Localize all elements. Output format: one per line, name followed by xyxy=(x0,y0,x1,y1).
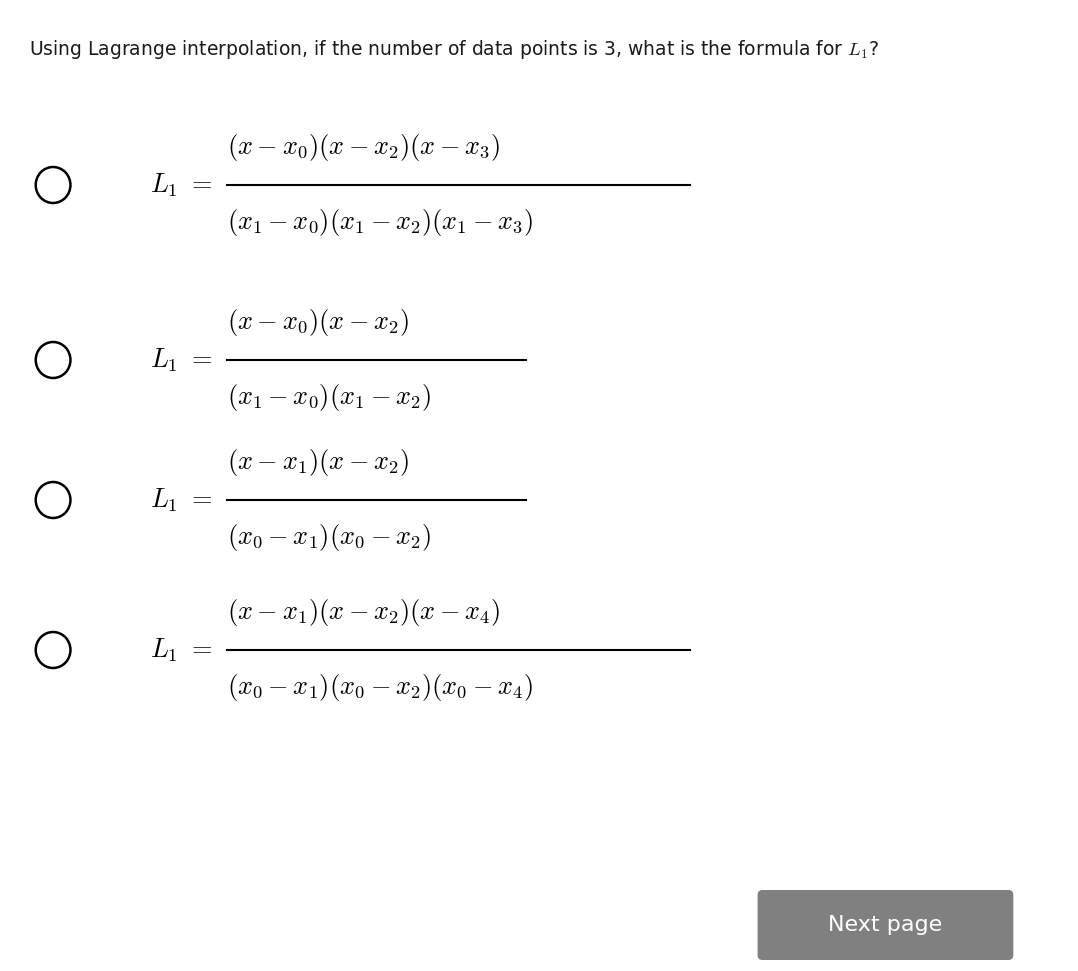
Text: $(x-x_0)(x-x_2)$: $(x-x_0)(x-x_2)$ xyxy=(226,307,409,338)
Text: $\mathit{L}_1\ =$: $\mathit{L}_1\ =$ xyxy=(150,486,212,514)
Text: $(x-x_1)(x-x_2)$: $(x-x_1)(x-x_2)$ xyxy=(226,447,409,478)
Text: Using Lagrange interpolation, if the number of data points is 3, what is the for: Using Lagrange interpolation, if the num… xyxy=(29,38,879,61)
Text: $\mathit{L}_1\ =$: $\mathit{L}_1\ =$ xyxy=(150,347,212,374)
Text: $(x_1-x_0)(x_1-x_2)(x_1-x_3)$: $(x_1-x_0)(x_1-x_2)(x_1-x_3)$ xyxy=(226,207,533,238)
FancyBboxPatch shape xyxy=(758,890,1013,960)
Text: $(x_0-x_1)(x_0-x_2)$: $(x_0-x_1)(x_0-x_2)$ xyxy=(226,522,430,553)
Text: $\mathit{L}_1\ =$: $\mathit{L}_1\ =$ xyxy=(150,636,212,664)
Text: $\mathit{L}_1\ =$: $\mathit{L}_1\ =$ xyxy=(150,171,212,199)
Text: $(x_1-x_0)(x_1-x_2)$: $(x_1-x_0)(x_1-x_2)$ xyxy=(226,382,430,413)
Text: $(x-x_1)(x-x_2)(x-x_4)$: $(x-x_1)(x-x_2)(x-x_4)$ xyxy=(226,597,500,628)
Text: $(x_0-x_1)(x_0-x_2)(x_0-x_4)$: $(x_0-x_1)(x_0-x_2)(x_0-x_4)$ xyxy=(226,672,533,703)
Text: Next page: Next page xyxy=(828,915,942,935)
Text: $(x-x_0)(x-x_2)(x-x_3)$: $(x-x_0)(x-x_2)(x-x_3)$ xyxy=(226,132,500,163)
